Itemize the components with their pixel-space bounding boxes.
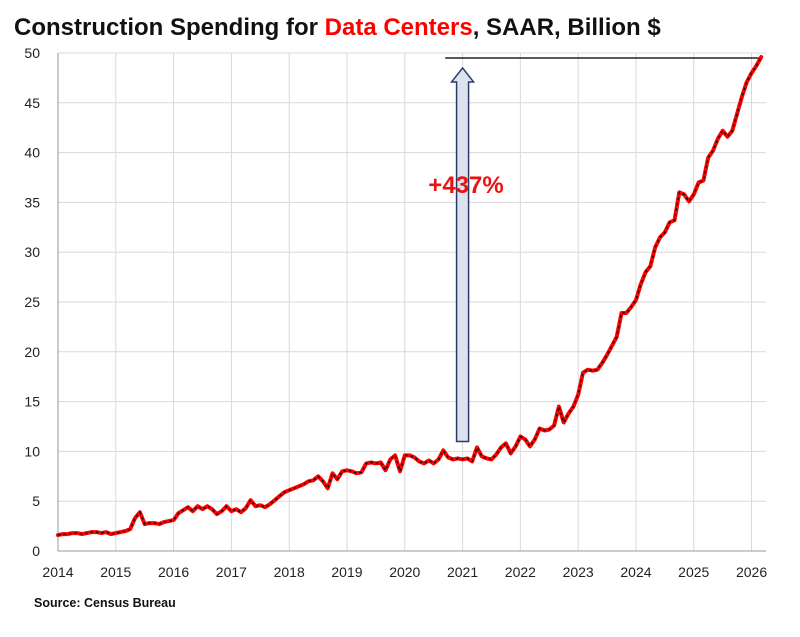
chart-title-highlight: Data Centers: [324, 14, 473, 41]
chart-title-suffix: , SAAR, Billion $: [472, 14, 661, 41]
x-tick-label: 2018: [274, 564, 305, 580]
y-tick-label: 35: [24, 194, 40, 210]
x-tick-label: 2017: [216, 564, 247, 580]
chart-title: Construction Spending for Data Centers, …: [14, 14, 661, 42]
growth-label: +437%: [428, 172, 503, 199]
x-tick-label: 2020: [389, 564, 420, 580]
y-tick-label: 5: [32, 493, 40, 509]
x-tick-label: 2022: [505, 564, 536, 580]
grid-lines: [57, 52, 766, 552]
x-tick-label: 2025: [678, 564, 709, 580]
source-note: Source: Census Bureau: [34, 596, 176, 610]
growth-arrow-group: [450, 66, 476, 443]
y-tick-label: 40: [24, 145, 40, 161]
x-tick-label: 2019: [331, 564, 362, 580]
y-tick-label: 45: [24, 95, 40, 111]
x-tick-label: 2021: [447, 564, 478, 580]
chart-title-prefix: Construction Spending for: [14, 14, 325, 41]
series-line: [56, 55, 764, 538]
series-group: [56, 55, 764, 538]
x-tick-label: 2016: [158, 564, 189, 580]
annotation-group: +437%: [428, 172, 503, 199]
axes: [57, 53, 766, 552]
y-tick-label: 15: [24, 394, 40, 410]
x-tick-label: 2023: [563, 564, 594, 580]
x-tick-label: 2024: [620, 564, 651, 580]
y-tick-label: 50: [24, 45, 40, 61]
y-tick-label: 10: [24, 443, 40, 459]
y-tick-label: 25: [24, 294, 40, 310]
x-tick-label: 2015: [100, 564, 131, 580]
y-tick-label: 20: [24, 344, 40, 360]
y-tick-label: 0: [32, 543, 40, 559]
growth-arrow: [450, 66, 476, 443]
x-tick-label: 2026: [736, 564, 767, 580]
series-line-dashes: [57, 56, 762, 536]
x-tick-label: 2014: [42, 564, 73, 580]
y-tick-label: 30: [24, 244, 40, 260]
